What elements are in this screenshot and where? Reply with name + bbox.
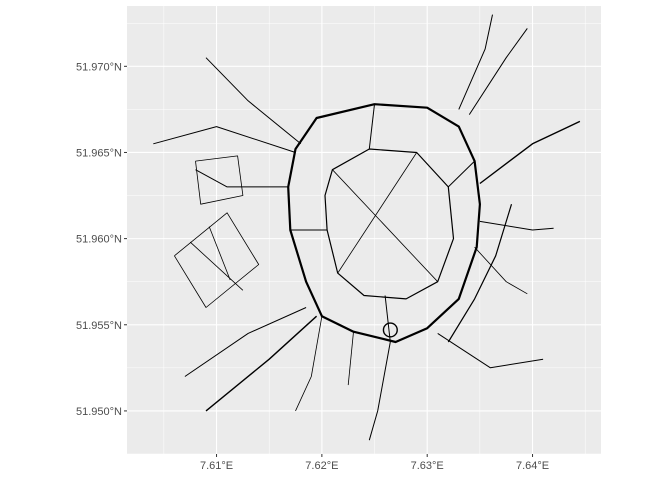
y-tick-label: 51.955°N [76, 320, 122, 332]
road-south-far [295, 316, 323, 412]
x-tick-label: 7.62°E [305, 460, 338, 472]
road-south-east-tracks [447, 204, 513, 343]
road-west [195, 169, 289, 188]
road-south-west [205, 315, 318, 412]
x-tick-label: 7.64°E [516, 460, 549, 472]
road-diagonal-2 [332, 169, 438, 282]
roundabout [382, 322, 398, 338]
road-south-mid [347, 331, 354, 386]
y-axis: 51.950°N 51.955°N 51.960°N 51.965°N 51.970°N [76, 61, 127, 418]
x-tick-label: 7.63°E [411, 460, 444, 472]
road-north-west [205, 57, 302, 145]
road-south [368, 341, 391, 441]
road-west-grid-2 [189, 241, 244, 291]
x-tick-label: 7.61°E [200, 460, 233, 472]
road-inner-north [368, 104, 375, 150]
ring-road [287, 103, 481, 344]
road-east-spur [474, 246, 528, 295]
road-far-west [153, 126, 296, 153]
road-north-west-block [195, 155, 244, 205]
road-south-east [437, 332, 544, 369]
x-axis: 7.61°E 7.62°E 7.63°E 7.64°E [200, 454, 549, 472]
road-diagonal-1 [337, 152, 418, 274]
road-north [458, 14, 493, 110]
road-south-west-2 [184, 307, 307, 377]
road-east-2 [479, 220, 554, 231]
road-network [153, 14, 581, 441]
road-east [479, 120, 581, 185]
y-tick-label: 51.965°N [76, 147, 122, 159]
inner-ring [324, 148, 455, 300]
road-north-east [468, 28, 528, 115]
y-tick-label: 51.950°N [76, 406, 122, 418]
y-tick-label: 51.970°N [76, 61, 122, 73]
y-tick-label: 51.960°N [76, 234, 122, 246]
road-west-grid-3 [208, 226, 231, 281]
road-inner-east [447, 160, 475, 188]
road-inner-south [384, 295, 391, 343]
